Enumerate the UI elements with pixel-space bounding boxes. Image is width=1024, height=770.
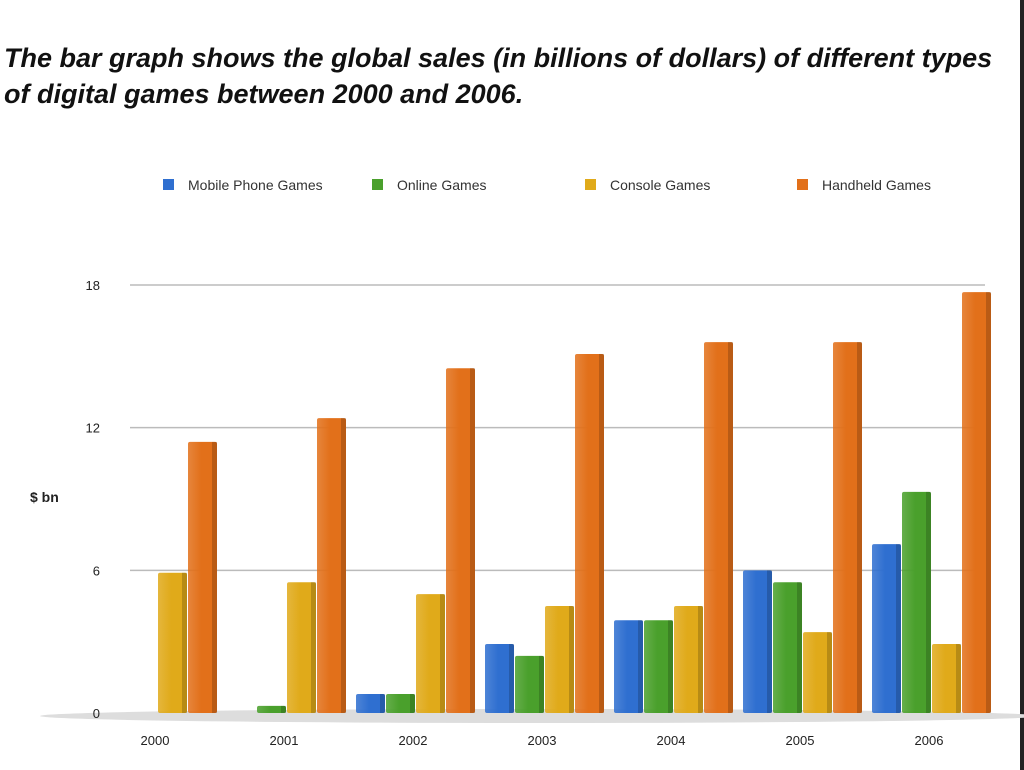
bar-side xyxy=(668,620,673,713)
bars xyxy=(158,292,991,713)
bar-handheld-games xyxy=(317,418,346,713)
bar-handheld-games xyxy=(962,292,991,713)
bar-side xyxy=(569,606,574,713)
y-tick-label: 6 xyxy=(93,563,100,578)
bar-side xyxy=(599,353,604,713)
bar-side xyxy=(341,418,346,713)
bar-side xyxy=(827,632,832,713)
bar-console-games xyxy=(287,582,316,713)
legend-swatch xyxy=(372,179,383,190)
bar-console-games xyxy=(416,594,445,713)
bar-console-games xyxy=(932,644,961,713)
bar-console-games xyxy=(803,632,832,713)
bar-side xyxy=(380,693,385,713)
bar-side xyxy=(926,491,931,713)
legend-label: Mobile Phone Games xyxy=(188,177,323,193)
bar-side xyxy=(698,606,703,713)
x-tick-label: 2005 xyxy=(786,733,815,748)
bar-mobile-phone-games xyxy=(356,693,385,713)
y-tick-label: 18 xyxy=(86,278,100,293)
bar-handheld-games xyxy=(446,368,475,713)
bar-side xyxy=(728,342,733,713)
bar-side xyxy=(311,582,316,713)
bar-side xyxy=(509,644,514,713)
bar-online-games xyxy=(773,582,802,713)
bar-online-games xyxy=(386,693,415,713)
bar-mobile-phone-games xyxy=(743,570,772,713)
bar-console-games xyxy=(674,606,703,713)
window-edge xyxy=(1020,0,1024,770)
bar-online-games xyxy=(257,705,286,713)
legend-label: Online Games xyxy=(397,177,486,193)
bar-side xyxy=(182,572,187,713)
bar-handheld-games xyxy=(833,342,862,713)
bar-side xyxy=(212,441,217,713)
bar-console-games xyxy=(545,606,574,713)
bar-side xyxy=(539,655,544,713)
legend-label: Handheld Games xyxy=(822,177,931,193)
chart-title: The bar graph shows the global sales (in… xyxy=(4,43,993,109)
bar-side xyxy=(956,644,961,713)
legend-swatch xyxy=(163,179,174,190)
bar-handheld-games xyxy=(188,441,217,713)
y-axis-label: $ bn xyxy=(30,489,59,505)
x-tick-label: 2004 xyxy=(657,733,686,748)
bar-side xyxy=(896,544,901,713)
bar-side xyxy=(470,368,475,713)
x-axis-ticks: 2000 2001 2002 2003 2004 2005 2006 xyxy=(141,733,944,748)
bar-console-games xyxy=(158,572,187,713)
bar-side xyxy=(857,342,862,713)
legend-label: Console Games xyxy=(610,177,710,193)
bar-side xyxy=(986,292,991,713)
legend-swatch xyxy=(585,179,596,190)
y-axis-ticks: 0 6 12 18 xyxy=(86,278,100,721)
x-tick-label: 2001 xyxy=(270,733,299,748)
bar-mobile-phone-games xyxy=(872,544,901,713)
bar-side xyxy=(410,693,415,713)
y-tick-label: 12 xyxy=(86,421,100,436)
x-tick-label: 2000 xyxy=(141,733,170,748)
legend: Mobile Phone Games Online Games Console Ga… xyxy=(163,177,931,193)
y-tick-label: 0 xyxy=(93,706,100,721)
x-tick-label: 2002 xyxy=(399,733,428,748)
x-tick-label: 2003 xyxy=(528,733,557,748)
bar-mobile-phone-games xyxy=(614,620,643,713)
legend-swatch xyxy=(797,179,808,190)
bar-online-games xyxy=(902,491,931,713)
bar-mobile-phone-games xyxy=(485,644,514,713)
bar-side xyxy=(440,594,445,713)
bar-online-games xyxy=(644,620,673,713)
bar-side xyxy=(281,705,286,713)
bar-handheld-games xyxy=(575,353,604,713)
bar-side xyxy=(638,620,643,713)
x-tick-label: 2006 xyxy=(915,733,944,748)
bar-handheld-games xyxy=(704,342,733,713)
bar-side xyxy=(767,570,772,713)
bar-online-games xyxy=(515,655,544,713)
bar-side xyxy=(797,582,802,713)
